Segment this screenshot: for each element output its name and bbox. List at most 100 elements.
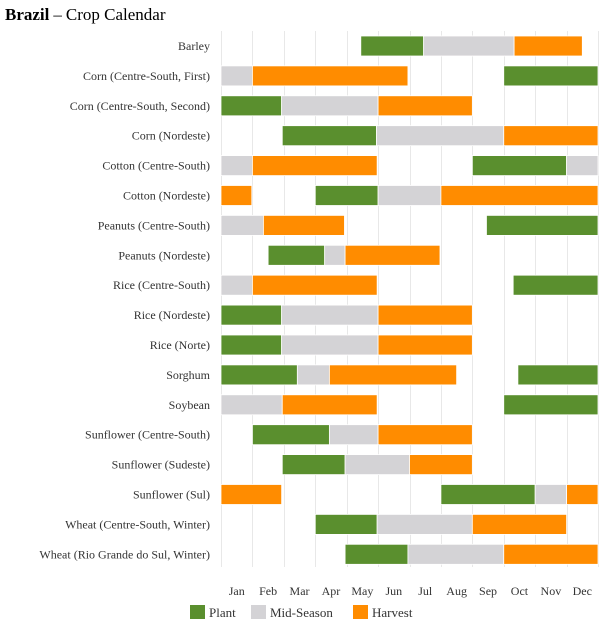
crop-label: Peanuts (Centre-South) (98, 218, 210, 232)
bar-plant (471, 155, 567, 177)
bar-plant (220, 304, 283, 326)
bar-mid-season (377, 185, 442, 206)
bar-mid-season (296, 364, 330, 386)
crop-row: Corn (Centre-South, First) (83, 65, 599, 87)
bar-mid-season (534, 484, 567, 505)
bar-mid-season (281, 304, 379, 326)
bar-plant (267, 244, 326, 266)
month-label: Apr (322, 584, 341, 598)
bar-harvest (377, 424, 473, 446)
legend-swatch (190, 605, 205, 619)
bar-harvest (344, 244, 441, 266)
bar-mid-season (324, 244, 346, 266)
crop-row: Rice (Norte) (150, 334, 473, 356)
bar-harvest (566, 484, 599, 505)
crop-label: Rice (Norte) (150, 338, 210, 352)
crop-label: Sunflower (Sul) (133, 488, 210, 502)
crop-row: Sunflower (Sudeste) (112, 454, 473, 476)
crop-label: Rice (Centre-South) (113, 278, 210, 292)
bar-plant (517, 364, 599, 386)
bar-plant (503, 394, 599, 416)
bar-plant (252, 424, 330, 446)
bar-harvest (252, 274, 378, 296)
crop-row: Peanuts (Nordeste) (118, 244, 441, 266)
month-label: Mar (290, 584, 310, 598)
bar-harvest (220, 185, 253, 206)
bar-plant (220, 334, 283, 356)
crop-label: Cotton (Centre-South) (102, 159, 210, 173)
chart-title: Brazil – Crop Calendar (5, 5, 166, 25)
crop-row: Soybean (169, 394, 599, 416)
crop-row: Cotton (Nordeste) (123, 185, 599, 206)
crop-row: Rice (Nordeste) (134, 304, 473, 326)
bar-harvest (377, 334, 473, 356)
bar-mid-season (566, 155, 599, 177)
bar-harvest (503, 125, 599, 147)
bar-harvest (252, 65, 409, 87)
bar-mid-season (220, 394, 283, 416)
bar-harvest (377, 304, 473, 326)
bar-plant (314, 514, 378, 535)
legend-item: Plant (190, 605, 236, 620)
crop-row: Sorghum (166, 364, 599, 386)
month-label: May (351, 584, 373, 598)
crop-label: Peanuts (Nordeste) (118, 248, 210, 262)
bar-plant (281, 125, 377, 147)
bar-mid-season (376, 514, 473, 535)
month-label: Dec (573, 584, 592, 598)
crop-label: Sunflower (Centre-South) (85, 428, 210, 442)
bar-plant (503, 65, 599, 87)
crop-row: Wheat (Rio Grande do Sul, Winter) (39, 543, 599, 565)
legend: Plant Mid-Season Harvest (190, 605, 413, 620)
month-label: Jun (385, 584, 402, 598)
month-label: Oct (511, 584, 529, 598)
bar-mid-season (344, 454, 410, 476)
crop-row: Barley (178, 35, 583, 57)
crop-label: Sorghum (166, 368, 210, 382)
bar-harvest (328, 364, 458, 386)
bar-plant (220, 95, 283, 117)
bar-mid-season (407, 543, 505, 565)
crop-row: Wheat (Centre-South, Winter) (65, 514, 567, 535)
bar-plant (220, 364, 298, 386)
legend-label: Plant (209, 605, 236, 620)
legend-swatch (353, 605, 368, 619)
bar-plant (314, 185, 379, 206)
crop-row: Sunflower (Sul) (133, 484, 599, 505)
month-label: Feb (259, 584, 277, 598)
bar-plant (344, 543, 409, 565)
crop-label: Corn (Nordeste) (132, 129, 210, 143)
title-country: Brazil (5, 5, 50, 24)
bar-mid-season (220, 65, 253, 87)
month-label: Jan (229, 584, 245, 598)
crop-label: Sunflower (Sudeste) (112, 458, 210, 472)
crop-row: Cotton (Centre-South) (102, 155, 599, 177)
month-label: Aug (446, 584, 467, 598)
bar-harvest (503, 543, 599, 565)
bar-harvest (409, 454, 473, 476)
legend-swatch (251, 605, 266, 619)
bar-plant (281, 454, 346, 476)
bar-mid-season (220, 155, 253, 177)
bar-harvest (220, 484, 283, 505)
crop-label: Corn (Centre-South, Second) (70, 99, 210, 113)
bar-harvest (377, 95, 473, 117)
crop-label: Corn (Centre-South, First) (83, 69, 210, 83)
month-label: Jul (418, 584, 433, 598)
bar-mid-season (220, 274, 253, 296)
title-subtitle: Crop Calendar (65, 5, 166, 24)
legend-item: Harvest (353, 605, 413, 620)
x-axis: Jan Feb Mar Apr May Jun Jul Aug Sep Oct Nov Dec (229, 584, 592, 598)
bar-harvest (440, 185, 599, 206)
crop-label: Cotton (Nordeste) (123, 189, 210, 203)
bar-plant (486, 214, 599, 236)
bar-plant (360, 35, 425, 57)
month-label: Sep (479, 584, 497, 598)
month-label: Nov (541, 584, 562, 598)
legend-item: Mid-Season (251, 605, 333, 620)
legend-label: Harvest (372, 605, 413, 620)
bar-mid-season (423, 35, 515, 57)
bar-harvest (471, 514, 567, 535)
